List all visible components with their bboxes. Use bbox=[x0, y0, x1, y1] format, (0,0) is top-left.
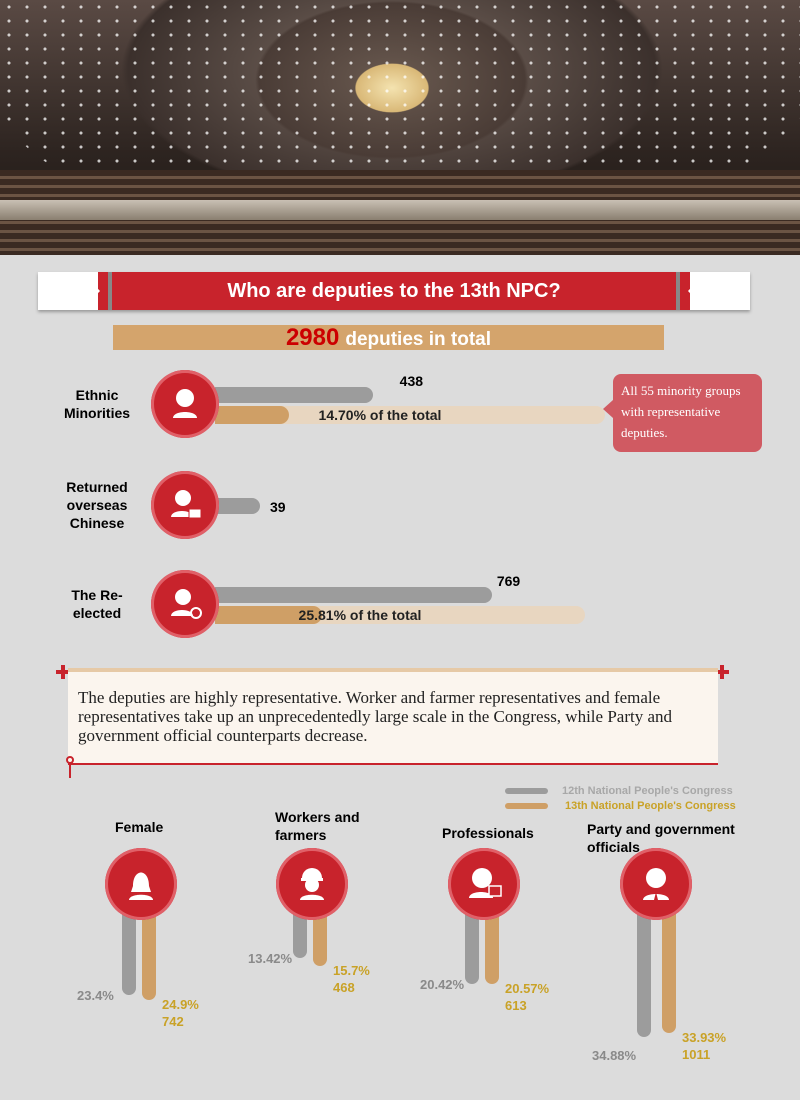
worker-helmet-badge bbox=[276, 848, 348, 920]
row-label: The Re-elected bbox=[71, 587, 123, 621]
share-label: 14.70% of the total bbox=[318, 407, 442, 423]
category-label: Professionals bbox=[442, 825, 534, 841]
minority-callout: All 55 minority groups with representati… bbox=[603, 374, 762, 452]
row-label: Returned overseas Chinese bbox=[66, 479, 128, 531]
female-icon bbox=[129, 872, 153, 900]
person-refresh-badge bbox=[151, 570, 219, 638]
bar-12th bbox=[122, 900, 136, 995]
count-13th: 468 bbox=[333, 980, 355, 996]
count-13th: 613 bbox=[505, 998, 527, 1014]
female-badge bbox=[105, 848, 177, 920]
official-tie-badge bbox=[620, 848, 692, 920]
cross-icon bbox=[56, 665, 70, 679]
category-label: Female bbox=[115, 819, 164, 835]
pin-icon bbox=[66, 756, 74, 764]
category-label: Workers and farmers bbox=[275, 809, 360, 843]
share-track: 25.81% of the total bbox=[215, 606, 585, 624]
bar-13th bbox=[485, 900, 499, 985]
person-badge bbox=[151, 370, 219, 438]
pct-12th: 34.88% bbox=[592, 1047, 637, 1063]
professional-computer-icon bbox=[469, 868, 502, 898]
count-bar bbox=[215, 498, 260, 514]
person-icon bbox=[173, 389, 197, 418]
count-13th: 1011 bbox=[682, 1047, 711, 1063]
pin-line bbox=[69, 764, 71, 778]
pct-13th: 20.57% bbox=[505, 981, 550, 997]
total-bar: 2980 deputies in total bbox=[113, 325, 664, 350]
count-bar bbox=[215, 387, 373, 403]
bar-13th bbox=[662, 900, 676, 1034]
share-fill bbox=[215, 606, 323, 624]
share-track: 14.70% of the total bbox=[215, 406, 605, 424]
pct-12th: 23.4% bbox=[77, 987, 114, 1003]
total-label: deputies in total bbox=[345, 329, 492, 350]
row-label: Ethnic Minorities bbox=[63, 387, 131, 421]
pct-13th: 15.7% bbox=[333, 963, 370, 979]
cross-icon bbox=[715, 665, 729, 679]
category-label: Party and government officials bbox=[587, 821, 735, 855]
count-13th: 742 bbox=[162, 1014, 184, 1030]
bar-13th bbox=[142, 900, 156, 1001]
person-refresh-icon bbox=[171, 589, 202, 619]
person-house-icon bbox=[171, 490, 202, 519]
official-tie-icon bbox=[643, 868, 669, 900]
share-fill bbox=[215, 406, 290, 424]
bar-12th bbox=[637, 900, 651, 1037]
summary-note: The deputies are highly representative. … bbox=[68, 668, 718, 765]
pct-12th: 13.42% bbox=[248, 950, 293, 966]
pct-12th: 20.42% bbox=[420, 976, 465, 992]
total-number: 2980 bbox=[285, 324, 340, 351]
count-value: 39 bbox=[270, 499, 286, 515]
legend-label-13th: 13th National People's Congress bbox=[565, 800, 736, 812]
legend-swatch-13th bbox=[505, 803, 548, 809]
count-value: 438 bbox=[399, 373, 424, 389]
great-hall-photo bbox=[0, 0, 800, 255]
pct-13th: 24.9% bbox=[162, 997, 199, 1013]
pct-13th: 33.93% bbox=[682, 1030, 727, 1046]
legend-swatch-12th bbox=[505, 788, 548, 794]
share-label: 25.81% of the total bbox=[298, 607, 422, 623]
count-bar bbox=[215, 587, 492, 603]
count-value: 769 bbox=[496, 573, 521, 589]
bar-12th bbox=[465, 900, 479, 984]
professional-computer-badge bbox=[448, 848, 520, 920]
page-title: Who are deputies to the 13th NPC? bbox=[108, 272, 680, 310]
person-house-badge bbox=[151, 471, 219, 539]
title-banner: Who are deputies to the 13th NPC? bbox=[38, 272, 750, 310]
worker-helmet-icon bbox=[300, 868, 324, 900]
legend-label-12th: 12th National People's Congress bbox=[562, 785, 733, 797]
